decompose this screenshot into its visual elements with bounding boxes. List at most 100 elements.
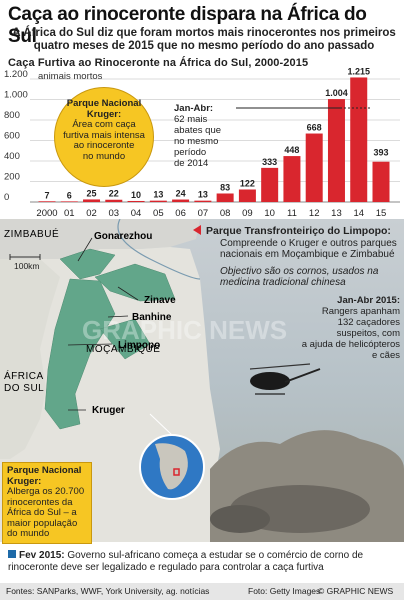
bar: [194, 200, 212, 202]
footer-note-text: Governo sul-africano começa a estudar se…: [8, 550, 364, 573]
bar: [60, 201, 78, 202]
bar-value-label: 13: [153, 190, 163, 200]
bars: 7 6 25 22 10 13 24 13 83 122 333 448 668 1.004 1.215 39…: [38, 66, 390, 202]
bar: [83, 199, 101, 202]
x-axis: 2000 01 02 03 04 05 06 07 08 09 10 11 12 13 14 15: [36, 208, 386, 219]
x-tick-label: 03: [109, 208, 120, 219]
locator-box: [173, 468, 180, 476]
x-tick-label: 15: [376, 208, 387, 219]
watermark: GRAPHIC NEWS: [82, 315, 287, 345]
bar: [372, 161, 390, 202]
bar-value-label: 333: [262, 157, 277, 167]
jan-abr-note-title: Jan-Abr:: [174, 103, 214, 114]
limpopo-panel: Parque Transfronteiriço do Limpopo: Comp…: [198, 225, 404, 289]
river: [117, 219, 201, 280]
x-tick-label: 14: [353, 208, 364, 219]
bar-value-label: 448: [284, 145, 299, 155]
rangers-line-2: 132 caçadores: [337, 317, 400, 328]
limpopo-title: Parque Transfronteiriço do Limpopo:: [206, 225, 391, 237]
banhine-park: [99, 318, 151, 360]
scale-label: 100km: [14, 261, 40, 271]
kruger-info-title: Parque Nacional Kruger:: [7, 465, 82, 487]
bar-value-label: 6: [67, 190, 72, 200]
bar-value-label: 7: [44, 190, 49, 200]
arrow-icon: [193, 225, 201, 235]
label-zinave: Zinave: [144, 295, 176, 306]
bar: [216, 193, 234, 202]
kruger-callout-title: Parque Nacional Kruger:: [66, 98, 142, 120]
kruger-info-box: Parque Nacional Kruger: Alberga os 20.70…: [2, 462, 92, 544]
rangers-note: Jan-Abr 2015: Rangers apanham 132 caçado…: [300, 295, 400, 361]
rangers-line-4: a ajuda de helicópteros: [301, 339, 400, 350]
bar: [327, 99, 345, 202]
x-tick-label: 12: [309, 208, 320, 219]
x-tick-label: 10: [264, 208, 275, 219]
bar-value-label: 24: [176, 189, 186, 199]
y-tick-label: 400: [4, 151, 20, 162]
park-markers: Gonarezhou Zinave Banhine Limpopo Kruger: [67, 231, 176, 416]
y-tick-label: 800: [4, 110, 20, 121]
x-tick-label: 07: [198, 208, 209, 219]
jan-abr-line-3: no mesmo: [174, 136, 219, 147]
y-tick-label: 1.200: [4, 69, 28, 80]
rangers-title: Jan-Abr 2015:: [337, 295, 400, 306]
x-tick-label: 01: [64, 208, 75, 219]
kruger-callout-line-2: furtiva mais intensa: [63, 129, 145, 141]
subtitle-line-2: quatro meses de 2015 que no mesmo períod…: [33, 40, 375, 52]
y-tick-label: 600: [4, 131, 20, 142]
label-south-africa-1: ÁFRICA: [4, 369, 44, 382]
bar-value-label: 22: [109, 189, 119, 199]
africa-shape: [155, 443, 188, 490]
photo-credit: Foto: Getty Images: [248, 586, 321, 596]
gonarezhou-park: [59, 248, 116, 280]
x-tick-label: 2000: [36, 208, 57, 219]
bar-value-label: 83: [220, 182, 230, 192]
bar: [238, 189, 256, 202]
x-tick-label: 13: [331, 208, 342, 219]
kruger-callout-line-3: ao rinoceronte: [73, 140, 135, 151]
limpopo-text: Compreende o Kruger e outros parques nac…: [220, 237, 397, 261]
label-mozambique: MOÇAMBIQUE: [86, 344, 160, 355]
bar-value-label: 1.215: [347, 66, 370, 76]
south-africa-region: [0, 259, 60, 459]
chart-title: Caça Furtiva ao Rinoceronte na África do…: [8, 57, 309, 69]
bar-value-label: 10: [131, 190, 141, 200]
rangers-line-3: suspeitos, com: [336, 328, 400, 339]
rhino-head: [210, 505, 270, 533]
bar: [350, 77, 368, 202]
x-tick-label: 05: [153, 208, 164, 219]
kruger-callout-line-4: no mundo: [82, 150, 126, 162]
page-title: Caça ao rinoceronte dispara na África do…: [8, 4, 367, 47]
y-tick-label: 200: [4, 172, 20, 183]
label-south-africa-2: DO SUL: [4, 383, 44, 394]
globe-pointer: [149, 413, 173, 436]
x-tick-label: 08: [220, 208, 231, 219]
bar-value-label: 13: [198, 190, 208, 200]
jan-abr-line-4: período: [174, 147, 207, 158]
copyright: © GRAPHIC NEWS: [318, 586, 394, 596]
sources-bar: Fontes: SANParks, WWF, York University, …: [0, 583, 404, 600]
x-tick-label: 06: [175, 208, 186, 219]
square-bullet-icon: [8, 550, 16, 558]
footer-note-title: Fev 2015:: [19, 550, 65, 561]
kruger-callout-line-1: Área com caça: [72, 119, 136, 130]
label-limpopo: Limpopo: [118, 340, 160, 351]
bar: [283, 156, 301, 202]
label-banhine: Banhine: [132, 312, 172, 323]
y-tick-label: 0: [4, 192, 9, 203]
label-gonarezhou: Gonarezhou: [94, 231, 152, 242]
bar: [38, 201, 56, 202]
footer-note: Fev 2015: Governo sul-africano começa a …: [0, 547, 404, 583]
bar-value-label: 668: [307, 123, 322, 133]
bar: [305, 133, 323, 202]
jan-abr-line-2: abates que: [174, 125, 222, 136]
bar: [105, 199, 123, 202]
label-zimbabwe: ZIMBABUÉ: [4, 227, 59, 240]
sources-text: Fontes: SANParks, WWF, York University, …: [6, 586, 210, 596]
jan-abr-line-1: 62 mais: [174, 114, 208, 125]
y-tick-label: 1.000: [4, 90, 28, 101]
bar-value-label: 393: [373, 148, 388, 158]
x-tick-label: 09: [242, 208, 253, 219]
zimbabwe-region: [0, 219, 200, 259]
limpopo-italic: Objectivo são os cornos, usados na medic…: [220, 265, 379, 289]
